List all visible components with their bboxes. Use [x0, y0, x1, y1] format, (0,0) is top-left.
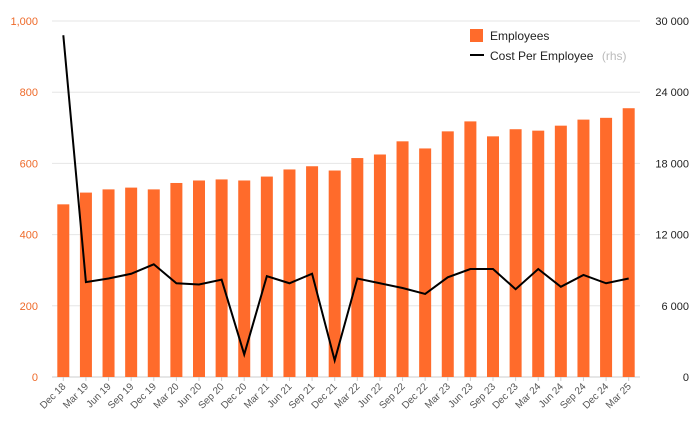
legend-label-cost-suffix: (rhs) — [602, 49, 627, 63]
right-axis-tick-label: 6 000 — [661, 301, 689, 313]
bar-employees — [283, 169, 296, 377]
x-axis-tick-label: Mar 25 — [604, 381, 634, 411]
bar-employees — [215, 179, 228, 377]
legend-swatch-employees — [470, 29, 483, 42]
right-axis-ticks: 0 6 000 12 000 18 000 24 000 30 000 — [655, 16, 689, 384]
bar-employees — [57, 204, 70, 377]
bar-employees — [487, 136, 499, 377]
left-axis-tick-label: 200 — [20, 301, 38, 313]
bar-employees — [554, 125, 567, 377]
bar-employees — [306, 166, 319, 377]
left-axis-ticks: 0 200 400 600 800 1,000 — [10, 16, 38, 384]
x-axis-tick-label: Mar 22 — [333, 381, 363, 411]
bar-employees — [622, 108, 635, 377]
left-axis-tick-label: 800 — [20, 87, 38, 99]
bar-employees — [577, 119, 590, 377]
gridlines — [52, 20, 640, 378]
right-axis-tick-label: 24 000 — [655, 87, 689, 99]
right-axis-tick-label: 30 000 — [655, 16, 689, 28]
bar-employees — [600, 117, 613, 377]
bar-employees — [125, 187, 138, 377]
bar-employees — [373, 154, 386, 377]
bar-employees — [238, 180, 251, 377]
bar-employees — [419, 148, 432, 377]
x-axis-tick-label: Mar 24 — [514, 381, 544, 411]
x-axis-tick-label: Mar 23 — [423, 381, 453, 411]
left-axis-tick-label: 1,000 — [10, 16, 38, 28]
bar-employees — [170, 182, 183, 377]
bar-employees — [328, 170, 341, 377]
legend-label-employees: Employees — [490, 29, 549, 43]
right-axis-tick-label: 18 000 — [655, 158, 689, 170]
x-axis-tick-label: Mar 20 — [152, 381, 182, 411]
bar-employees — [79, 192, 92, 377]
left-axis-tick-label: 600 — [20, 158, 38, 170]
bar-employees — [147, 189, 160, 377]
x-axis-tick-label: Mar 21 — [242, 381, 272, 411]
bar-employees — [396, 141, 409, 377]
bar-employees — [464, 121, 477, 377]
bar-employees — [351, 158, 364, 377]
bar-employees — [509, 129, 522, 377]
bar-employees — [102, 189, 115, 377]
cost-line — [62, 35, 629, 365]
bar-employees — [193, 180, 205, 377]
bar-employees — [441, 131, 454, 377]
left-axis-tick-label: 400 — [20, 230, 38, 242]
employee-bars — [57, 108, 635, 377]
line-cost-per-employee — [62, 35, 629, 365]
legend: Employees Cost Per Employee (rhs) — [470, 29, 627, 64]
legend-label-cost-name: Cost Per Employee — [490, 49, 594, 63]
right-axis-tick-label: 12 000 — [655, 230, 689, 242]
legend-label-cost: Cost Per Employee (rhs) — [490, 47, 627, 64]
right-axis-tick-label: 0 — [683, 372, 689, 384]
bar-employees — [532, 130, 545, 377]
x-axis-tick-label: Mar 19 — [61, 381, 91, 411]
left-axis-tick-label: 0 — [32, 372, 38, 384]
